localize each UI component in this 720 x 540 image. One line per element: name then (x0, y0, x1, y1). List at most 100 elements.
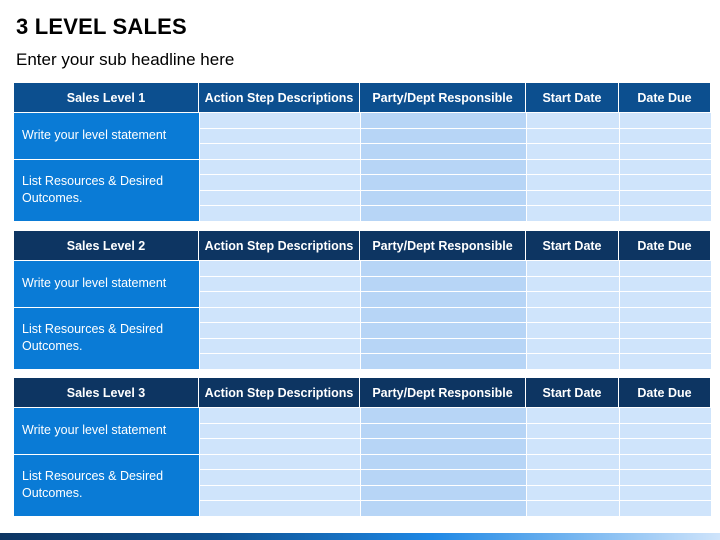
table-cell (360, 322, 526, 338)
table-cell (619, 143, 711, 159)
table-cell (619, 438, 711, 454)
table-cell (199, 322, 360, 338)
table-cell (526, 291, 619, 307)
table-cell (526, 407, 619, 423)
table-cell (526, 112, 619, 128)
table-cell (360, 337, 526, 353)
party-dept-header: Party/Dept Responsible (360, 378, 526, 407)
table-cell (360, 127, 526, 143)
table-cell (360, 353, 526, 369)
level-statement-cell: Write your level statement (14, 407, 199, 454)
table-cell (199, 127, 360, 143)
table-cell (360, 158, 526, 174)
table-cell (526, 322, 619, 338)
date-due-header: Date Due (619, 83, 711, 112)
party-dept-header: Party/Dept Responsible (360, 83, 526, 112)
table-cell (526, 275, 619, 291)
party-dept-header: Party/Dept Responsible (360, 231, 526, 260)
action-steps-header: Action Step Descriptions (199, 83, 360, 112)
table-cell (360, 260, 526, 276)
table-cell (619, 500, 711, 516)
table-cell (526, 205, 619, 221)
table-cell (619, 260, 711, 276)
table-cell (619, 337, 711, 353)
resources-outcomes-cell: List Resources & Desired Outcomes. (14, 306, 199, 369)
table-cell (199, 291, 360, 307)
sales-level-3-table: Sales Level 3 Action Step Descriptions P… (14, 378, 711, 516)
table-cell (526, 438, 619, 454)
table-cell (619, 469, 711, 485)
sales-level-2-table: Sales Level 2 Action Step Descriptions P… (14, 231, 711, 369)
table-cell (199, 189, 360, 205)
table-cell (360, 112, 526, 128)
table-cell (360, 189, 526, 205)
table-cell (360, 407, 526, 423)
table-cell (199, 469, 360, 485)
table-cell (199, 422, 360, 438)
table-cell (360, 174, 526, 190)
table-cell (619, 291, 711, 307)
table-cell (199, 353, 360, 369)
table-cell (199, 260, 360, 276)
table-cell (199, 407, 360, 423)
resources-outcomes-cell: List Resources & Desired Outcomes. (14, 158, 199, 221)
table-cell (619, 275, 711, 291)
table-cell (526, 260, 619, 276)
table-cell (199, 306, 360, 322)
table-cell (619, 189, 711, 205)
table-cell (526, 469, 619, 485)
table-cell (360, 484, 526, 500)
table-cell (360, 205, 526, 221)
sales-level-1-table: Sales Level 1 Action Step Descriptions P… (14, 83, 711, 221)
table-cell (526, 484, 619, 500)
table-cell (526, 158, 619, 174)
table-cell (526, 453, 619, 469)
table-cell (199, 158, 360, 174)
start-date-header: Start Date (526, 378, 619, 407)
table-cell (526, 422, 619, 438)
table-cell (619, 453, 711, 469)
table-cell (619, 174, 711, 190)
level-name-header: Sales Level 2 (14, 231, 199, 260)
table-cell (619, 205, 711, 221)
date-due-header: Date Due (619, 378, 711, 407)
slide-subtitle: Enter your sub headline here (16, 50, 235, 69)
table-cell (619, 127, 711, 143)
table-cell (199, 484, 360, 500)
resources-outcomes-cell: List Resources & Desired Outcomes. (14, 453, 199, 516)
table-cell (360, 143, 526, 159)
table-cell (199, 500, 360, 516)
date-due-header: Date Due (619, 231, 711, 260)
table-cell (199, 275, 360, 291)
table-cell (526, 353, 619, 369)
level-statement-cell: Write your level statement (14, 112, 199, 159)
table-cell (199, 112, 360, 128)
table-cell (619, 422, 711, 438)
action-steps-header: Action Step Descriptions (199, 378, 360, 407)
table-cell (619, 353, 711, 369)
table-cell (619, 484, 711, 500)
table-cell (619, 407, 711, 423)
table-cell (360, 438, 526, 454)
slide-title: 3 LEVEL SALES (16, 14, 187, 39)
table-cell (360, 275, 526, 291)
table-cell (199, 143, 360, 159)
table-cell (360, 469, 526, 485)
table-cell (526, 500, 619, 516)
table-cell (360, 291, 526, 307)
table-cell (619, 322, 711, 338)
table-cell (526, 189, 619, 205)
table-cell (526, 337, 619, 353)
table-cell (619, 306, 711, 322)
table-cell (619, 158, 711, 174)
table-cell (526, 306, 619, 322)
action-steps-header: Action Step Descriptions (199, 231, 360, 260)
footer-bar (0, 533, 720, 540)
start-date-header: Start Date (526, 83, 619, 112)
level-name-header: Sales Level 3 (14, 378, 199, 407)
level-statement-cell: Write your level statement (14, 260, 199, 307)
table-cell (360, 500, 526, 516)
table-cell (619, 112, 711, 128)
table-cell (199, 438, 360, 454)
table-cell (199, 453, 360, 469)
